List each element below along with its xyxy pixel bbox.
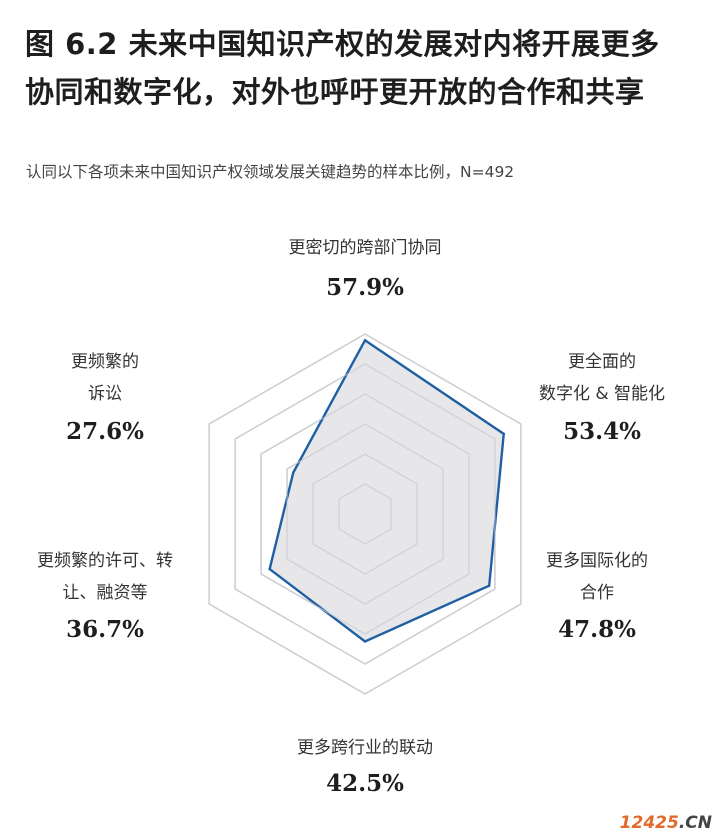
grid-ring-overlay-40 [260,393,470,635]
value-label-licensing: 36.7% [66,616,144,643]
series-point-5 [292,471,295,474]
axis-label-line: 更频繁的 [71,352,139,372]
value-label-litigation: 27.6% [66,418,144,445]
axis-label-litigation: 更频繁的 诉讼 [0,346,225,410]
axis-label-line: 让、融资等 [62,583,148,603]
grid-ring-overlay-20 [312,453,418,575]
series-point-0 [363,339,367,342]
title-line-1: 图 6.2 未来中国知识产权的发展对内将开展更多 [25,27,660,61]
chart-title: 图 6.2 未来中国知识产权的发展对内将开展更多 协同和数字化，对外也呼吁更开放… [25,20,715,116]
axis-label-line: 更多跨行业的联动 [297,738,433,758]
grid-ring-overlay-30 [286,423,444,605]
watermark-suffix: .CN [678,813,712,833]
axis-label-line: 更密切的跨部门协同 [288,238,442,258]
value-label-cross-department: 57.9% [326,274,404,301]
axis-label-line: 数字化 & 智能化 [538,384,666,404]
title-line-2: 协同和数字化，对外也呼吁更开放的合作和共享 [25,75,645,109]
axis-label-international: 更多国际化的 合作 [477,545,717,609]
series-point-3 [363,640,367,643]
series-point-2 [487,584,491,587]
chart-subtitle: 认同以下各项未来中国知识产权领域发展关键趋势的样本比例，N=492 [26,163,515,181]
series-point-1 [502,432,505,436]
axis-label-line: 诉讼 [88,384,122,404]
axis-label-cross-industry: 更多跨行业的联动 [245,732,485,764]
axis-label-digital-intelligent: 更全面的 数字化 & 智能化 [482,346,720,410]
axis-label-line: 更多国际化的 [546,551,648,571]
axis-label-line: 更频繁的许可、转 [37,551,173,571]
grid-ring-overlay-60 [208,333,522,695]
axis-label-line: 合作 [580,583,614,603]
axis-label-line: 更全面的 [568,352,636,372]
value-label-international: 47.8% [558,616,636,643]
watermark-digits: 12425 [619,813,679,833]
watermark: 12425.CN [620,813,712,833]
value-label-digital-intelligent: 53.4% [563,418,641,445]
radar-series [208,333,522,695]
axis-label-licensing: 更频繁的许可、转 让、融资等 [0,545,225,609]
value-label-cross-industry: 42.5% [326,770,404,797]
axis-label-cross-department: 更密切的跨部门协同 [245,232,485,264]
grid-ring-overlay-10 [338,483,392,545]
series-point-4 [268,567,271,571]
grid-ring-overlay-50 [234,363,496,665]
